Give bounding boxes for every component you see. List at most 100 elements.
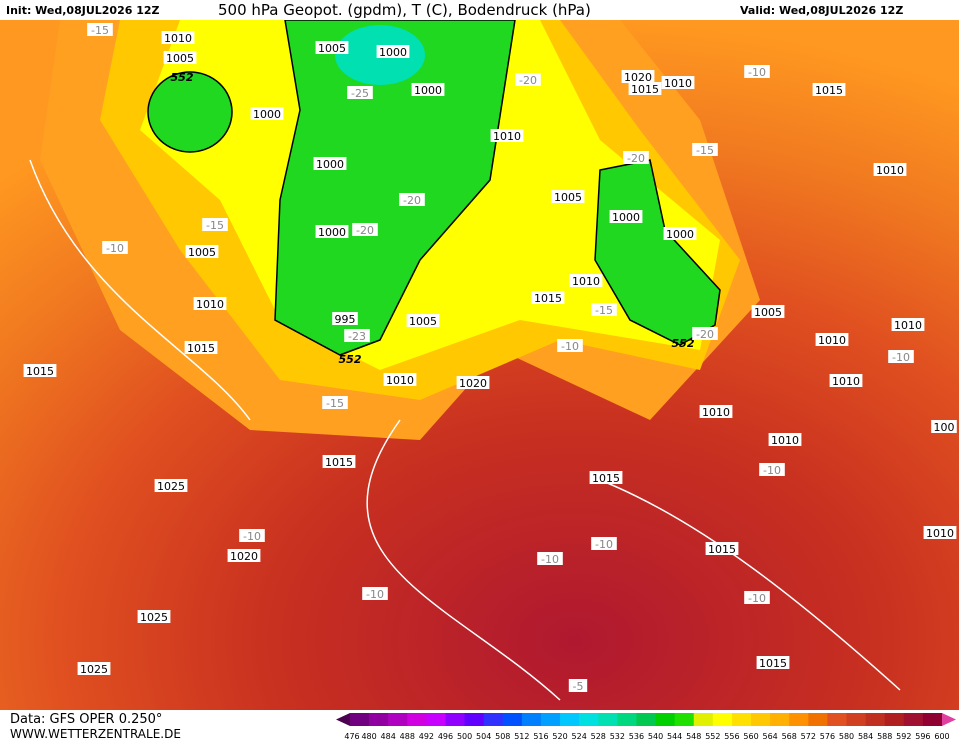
pressure-label: 1000 [666, 228, 694, 241]
geopotential-label: 552 [672, 337, 695, 350]
label-box [23, 364, 57, 377]
label-box [202, 218, 228, 231]
label-box [829, 374, 863, 387]
colorbar-swatch [674, 713, 695, 726]
colorbar-label: 512 [514, 732, 529, 741]
colorbar-swatch [521, 713, 542, 726]
colorbar-swatch [426, 713, 446, 726]
colorbar-label: 516 [533, 732, 548, 741]
label-box [591, 303, 617, 316]
colorbar-swatch [560, 713, 580, 726]
temperature-label: -10 [541, 553, 559, 566]
label-box [490, 129, 524, 142]
label-box [161, 31, 195, 44]
colorbar-swatch [598, 713, 618, 726]
colorbar-swatch [655, 713, 676, 726]
temperature-label: -15 [326, 397, 344, 410]
label-box [322, 455, 356, 468]
pressure-label: 1010 [818, 334, 846, 347]
label-box [102, 241, 128, 254]
colorbar-label: 504 [476, 732, 491, 741]
label-box [315, 225, 349, 238]
colorbar-swatch [731, 713, 752, 726]
label-box [873, 163, 907, 176]
colorbar-label: 496 [438, 732, 453, 741]
label-box [551, 190, 585, 203]
label-box [193, 297, 227, 310]
label-box [515, 73, 541, 86]
pressure-label: 1015 [534, 292, 562, 305]
pressure-label: 1015 [759, 657, 787, 670]
pressure-label: 1015 [592, 472, 620, 485]
colorbar-label: 576 [820, 732, 835, 741]
label-box [663, 227, 697, 240]
pressure-label: 1005 [554, 191, 582, 204]
pressure-label: 1010 [493, 130, 521, 143]
pressure-label: 1010 [926, 527, 954, 540]
label-box [661, 76, 695, 89]
label-box [815, 333, 849, 346]
temperature-label: -10 [561, 340, 579, 353]
label-box [568, 679, 588, 692]
temperature-label: -15 [595, 304, 613, 317]
colorbar-label: 596 [915, 732, 930, 741]
label-box [609, 210, 643, 223]
colorbar-label: 560 [743, 732, 758, 741]
label-box [77, 662, 111, 675]
label-box [699, 405, 733, 418]
label-box [250, 107, 284, 120]
pressure-label: 1025 [140, 611, 168, 624]
pressure-label: 1000 [316, 158, 344, 171]
pressure-label: 1000 [379, 46, 407, 59]
temperature-label: -20 [403, 194, 421, 207]
colorbar-label: 564 [762, 732, 777, 741]
pressure-label: 995 [335, 313, 356, 326]
colorbar-label: 524 [572, 732, 587, 741]
pressure-label: 1015 [815, 84, 843, 97]
colorbar-swatch [770, 713, 790, 726]
colorbar-swatch [445, 713, 466, 726]
colorbar-swatch [407, 713, 427, 726]
colorbar: 476 480 484 488 492 496 500 504 508 512 516 520 524 5… [336, 713, 956, 741]
pressure-label: 1000 [318, 226, 346, 239]
colorbar-label: 548 [686, 732, 701, 741]
colorbar-label: 476 [344, 732, 359, 741]
colorbar-swatch [617, 713, 637, 726]
colorbar-label: 520 [552, 732, 567, 741]
colorbar-swatch [350, 713, 370, 726]
colorbar-label: 508 [495, 732, 510, 741]
colorbar-swatch [464, 713, 485, 726]
colorbar-label: 528 [591, 732, 606, 741]
temperature-label: -15 [206, 219, 224, 232]
colorbar-swatch [865, 713, 886, 726]
temperature-label: -10 [243, 530, 261, 543]
pressure-label: 1025 [80, 663, 108, 676]
label-box [376, 45, 410, 58]
label-box [812, 83, 846, 96]
map [0, 19, 959, 710]
colorbar-label: 556 [724, 732, 739, 741]
site-url: WWW.WETTERZENTRALE.DE [10, 727, 181, 741]
temperature-label: -15 [91, 24, 109, 37]
pressure-label: 1005 [188, 246, 216, 259]
label-box [456, 376, 490, 389]
colorbar-swatch [369, 713, 389, 726]
colorbar-label: 584 [858, 732, 873, 741]
colorbar-label: 484 [381, 732, 396, 741]
colorbar-label: 536 [629, 732, 644, 741]
label-box [891, 318, 925, 331]
label-box [239, 529, 265, 542]
pressure-label: 1015 [187, 342, 215, 355]
colorbar-label: 500 [457, 732, 472, 741]
pressure-label: 1010 [702, 406, 730, 419]
label-box [315, 41, 349, 54]
label-box [185, 245, 219, 258]
pressure-label: 1000 [414, 84, 442, 97]
colorbar-swatch [751, 713, 771, 726]
colorbar-swatch [483, 713, 504, 726]
label-box [591, 537, 617, 550]
pressure-label: 1015 [26, 365, 54, 378]
pressure-label: 100 [934, 421, 955, 434]
label-box [756, 656, 790, 669]
